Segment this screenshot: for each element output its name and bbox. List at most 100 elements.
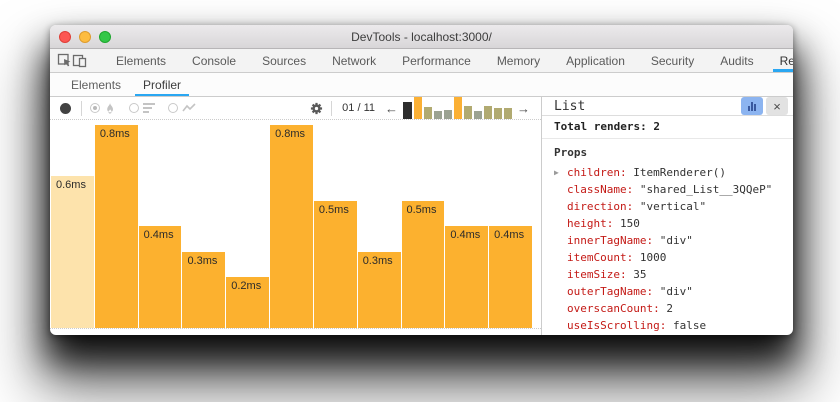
- previous-snapshot-button[interactable]: ←: [385, 100, 398, 116]
- prop-row-width: width: 300: [542, 334, 793, 335]
- render-bar[interactable]: 0.4ms: [489, 226, 532, 328]
- render-bar[interactable]: 0.6ms: [51, 176, 94, 328]
- render-bar[interactable]: 0.8ms: [270, 125, 313, 328]
- render-bar-label: 0.5ms: [406, 204, 437, 216]
- device-toolbar-icon[interactable]: [72, 52, 87, 69]
- tab-security[interactable]: Security: [650, 53, 695, 68]
- interactions-radio[interactable]: [168, 103, 178, 113]
- prop-value: "vertical": [633, 200, 707, 213]
- close-window-button[interactable]: [59, 30, 71, 43]
- snapshot-minimap[interactable]: [403, 97, 512, 119]
- tab-application[interactable]: Application: [566, 53, 625, 68]
- prop-name: height:: [567, 217, 614, 230]
- ranked-view-option[interactable]: [129, 103, 155, 113]
- render-bar[interactable]: 0.3ms: [357, 252, 401, 328]
- bar-chart-icon: [754, 104, 756, 111]
- tab-sources[interactable]: Sources: [262, 53, 307, 68]
- total-renders-value: 2: [653, 120, 660, 133]
- minimap-bar[interactable]: [403, 102, 412, 119]
- prop-name: children:: [567, 166, 627, 179]
- prop-value: 150: [613, 217, 640, 230]
- render-bar-label: 0.5ms: [318, 204, 349, 216]
- flame-icon: [107, 102, 113, 114]
- render-bar-label: 0.4ms: [143, 229, 174, 241]
- ranked-radio[interactable]: [129, 103, 139, 113]
- tab-performance[interactable]: Performance: [402, 53, 471, 68]
- snapshot-counter: 01 / 11: [342, 102, 375, 114]
- prop-row-overscanCount: overscanCount: 2: [542, 300, 793, 317]
- prop-row-className: className: "shared_List__3QQeP": [542, 181, 793, 198]
- devtools-tabs: Elements Console Sources Network Performance…: [103, 49, 793, 72]
- tab-audits[interactable]: Audits: [720, 53, 754, 68]
- minimap-bar[interactable]: [474, 111, 482, 119]
- render-bar[interactable]: 0.5ms: [401, 201, 445, 328]
- details-header: List ×: [542, 97, 793, 116]
- selected-component-name: List: [554, 98, 586, 114]
- prop-row-outerTagName: outerTagName: "div": [542, 283, 793, 300]
- devtools-tab-bar: Elements Console Sources Network Performance…: [50, 49, 793, 73]
- minimize-window-button[interactable]: [79, 30, 91, 43]
- render-bar-label: 0.4ms: [494, 229, 525, 241]
- minimap-bar[interactable]: [504, 108, 512, 119]
- prop-name: className:: [567, 183, 634, 196]
- render-bar-label: 0.4ms: [450, 229, 481, 241]
- props-heading: Props: [554, 146, 588, 159]
- minimap-bar[interactable]: [464, 106, 472, 119]
- ranked-chart-icon: [143, 103, 155, 113]
- view-render-chart-button[interactable]: [741, 97, 763, 115]
- render-bar[interactable]: 0.4ms: [138, 226, 182, 328]
- prop-value: 2: [659, 302, 673, 315]
- toolbar-divider: [81, 100, 82, 116]
- subtab-profiler[interactable]: Profiler: [132, 73, 192, 96]
- prop-name: outerTagName:: [567, 285, 654, 298]
- render-bar[interactable]: 0.8ms: [94, 125, 138, 328]
- toolbar-divider: [331, 100, 333, 116]
- render-bar-label: 0.3ms: [362, 255, 393, 267]
- minimap-bar[interactable]: [434, 111, 442, 119]
- render-bar[interactable]: 0.2ms: [226, 277, 270, 328]
- tab-console[interactable]: Console: [192, 53, 237, 68]
- minimap-bar[interactable]: [454, 97, 462, 119]
- prop-row-direction: direction: "vertical": [542, 198, 793, 215]
- profiler-toolbar: 01 / 11 ← →: [50, 97, 541, 119]
- tab-network[interactable]: Network: [332, 53, 377, 68]
- prop-value: ItemRenderer(): [626, 166, 726, 179]
- flamegraph-view-option[interactable]: [90, 102, 116, 115]
- props-section: Props ▶ children: ItemRenderer() className…: [542, 139, 793, 335]
- render-bar-label: 0.3ms: [187, 255, 218, 267]
- props-list: ▶ children: ItemRenderer() className: "sha…: [542, 164, 793, 335]
- render-bar-label: 0.8ms: [275, 128, 306, 140]
- prop-value: "div": [653, 285, 693, 298]
- close-details-button[interactable]: ×: [766, 97, 788, 115]
- minimap-bar[interactable]: [414, 97, 422, 119]
- flamegraph-chart: 0.6ms 0.8ms 0.4ms 0.3ms 0.2ms 0.8ms 0.5ms 0.3ms…: [50, 119, 541, 329]
- expand-triangle-icon[interactable]: ▶: [554, 168, 559, 177]
- render-bar[interactable]: 0.3ms: [182, 252, 226, 328]
- window-title: DevTools - localhost:3000/: [351, 29, 492, 44]
- subtab-elements[interactable]: Elements: [71, 77, 122, 92]
- prop-row-itemCount: itemCount: 1000: [542, 249, 793, 266]
- window-titlebar[interactable]: DevTools - localhost:3000/: [50, 25, 793, 49]
- minimap-bar[interactable]: [494, 108, 502, 119]
- interactions-view-option[interactable]: [168, 103, 197, 113]
- flamegraph-radio[interactable]: [90, 103, 100, 113]
- prop-name: direction:: [567, 200, 634, 213]
- prop-value: 1000: [633, 251, 667, 264]
- inspect-element-icon[interactable]: [57, 52, 72, 69]
- tab-react[interactable]: React: [767, 49, 793, 72]
- render-bar[interactable]: 0.4ms: [445, 226, 489, 328]
- component-details-pane: List × Total renders: 2 Props ▶ children:…: [541, 97, 793, 335]
- next-snapshot-button[interactable]: →: [517, 100, 530, 116]
- settings-gear-icon[interactable]: [310, 102, 323, 115]
- record-button[interactable]: [60, 102, 71, 114]
- prop-name: itemCount:: [567, 251, 634, 264]
- minimap-bar[interactable]: [484, 106, 492, 119]
- prop-value: "div": [653, 234, 693, 247]
- minimap-bar[interactable]: [444, 110, 452, 119]
- minimap-bar[interactable]: [424, 107, 432, 119]
- prop-row-useIsScrolling: useIsScrolling: false: [542, 317, 793, 334]
- render-bar[interactable]: 0.5ms: [313, 201, 357, 328]
- tab-elements[interactable]: Elements: [116, 53, 167, 68]
- zoom-window-button[interactable]: [99, 30, 111, 43]
- tab-memory[interactable]: Memory: [496, 53, 541, 68]
